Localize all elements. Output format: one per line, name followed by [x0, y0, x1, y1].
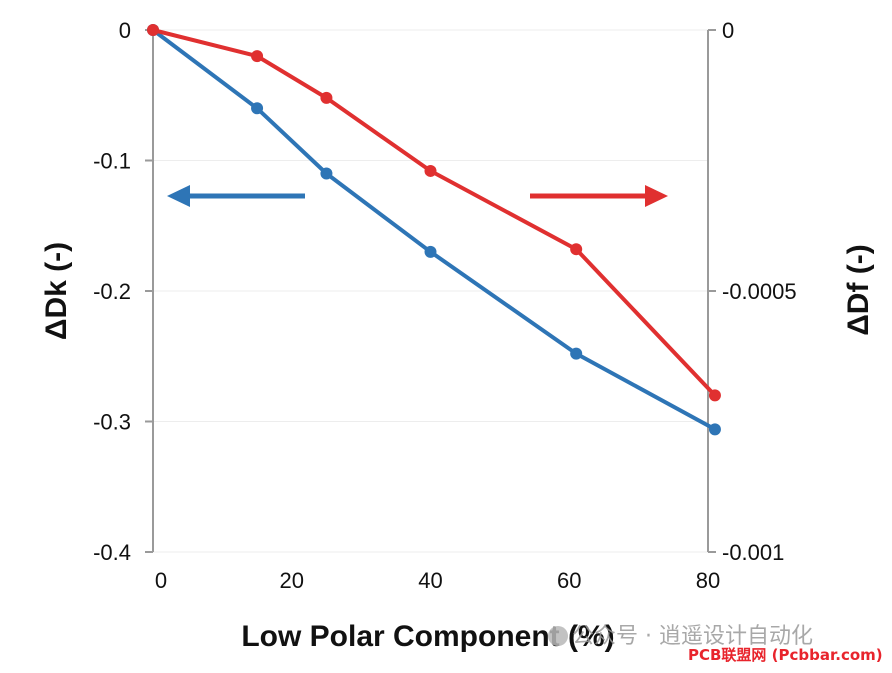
x-tick-label: 80 — [696, 568, 720, 593]
x-tick-label: 40 — [418, 568, 442, 593]
left-tick-label: -0.2 — [93, 279, 131, 304]
y-right-axis-title: ΔDf (-) — [842, 244, 875, 336]
y-left-axis-title: ΔDk (-) — [40, 242, 73, 340]
label-layer: 0 -0.1 -0.2 -0.3 -0.4 0 -0.0005 -0.001 0 20 40 60 80… — [40, 18, 875, 653]
left-tick-label: -0.4 — [93, 540, 131, 565]
watermark-site: PCB联盟网 (Pcbbar.com) — [688, 646, 883, 664]
data-point-left — [708, 423, 721, 436]
data-point-right — [251, 50, 264, 63]
data-point-left — [424, 245, 437, 258]
axes-layer — [145, 29, 716, 553]
data-point-right — [570, 243, 583, 256]
watermark-line1: 公众号 · 逍遥设计自动化 — [572, 624, 813, 649]
x-tick-label: 60 — [557, 568, 581, 593]
data-point-left — [320, 167, 333, 180]
right-arrow-head — [645, 185, 668, 207]
left-arrow-head — [167, 185, 190, 207]
series-line-right — [152, 28, 717, 397]
grid-layer — [153, 29, 708, 553]
annotation-layer — [167, 185, 668, 207]
x-tick-label: 0 — [155, 568, 167, 593]
right-tick-label: -0.0005 — [722, 279, 797, 304]
data-point-left — [570, 347, 583, 360]
right-tick-label: 0 — [722, 18, 734, 43]
data-point-right — [147, 24, 159, 36]
data-point-right — [320, 91, 333, 104]
right-tick-label: -0.001 — [722, 540, 784, 565]
left-tick-label: -0.1 — [93, 149, 131, 174]
watermark-text: 公众号 · 逍遥设计自动化 — [548, 618, 813, 650]
data-point-left — [251, 102, 264, 115]
left-tick-label: 0 — [119, 18, 131, 43]
x-tick-label: 20 — [280, 568, 304, 593]
series-layer — [147, 24, 721, 436]
data-point-right — [424, 164, 437, 177]
series-line-left — [151, 28, 716, 432]
data-point-right — [708, 389, 721, 402]
left-tick-label: -0.3 — [93, 410, 131, 435]
wechat-icon — [548, 626, 568, 646]
